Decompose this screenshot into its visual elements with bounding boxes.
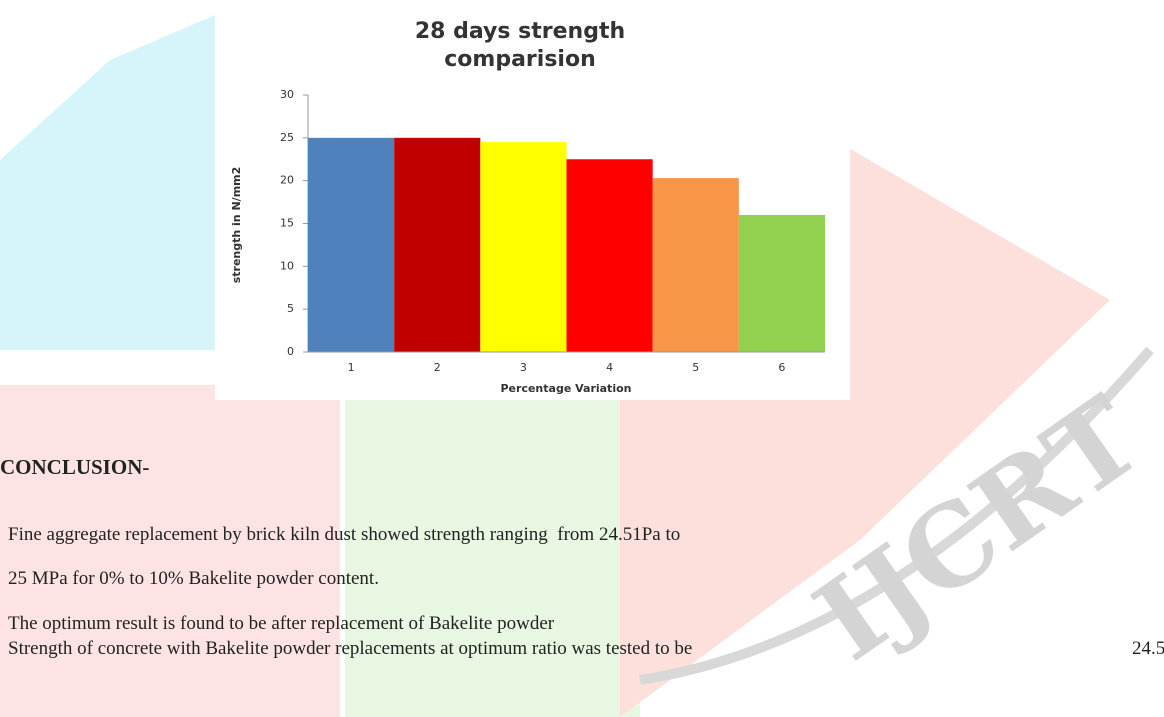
y-tick-label: 25 <box>280 131 294 144</box>
y-tick-label: 20 <box>280 174 294 187</box>
y-tick-label: 0 <box>287 345 294 358</box>
x-tick-label: 3 <box>520 361 527 374</box>
y-tick-label: 10 <box>280 259 294 272</box>
paragraph: Strength of concrete with Bakelite powde… <box>8 638 692 660</box>
y-tick-label: 15 <box>280 217 294 230</box>
page: IJCRT strength in N/mm2 Percentage Varia… <box>0 0 1164 717</box>
chart: strength in N/mm2 Percentage Variation 0… <box>0 0 1164 717</box>
y-tick-label: 5 <box>287 302 294 315</box>
bar <box>308 138 394 352</box>
bar <box>567 159 653 352</box>
y-tick-label: 30 <box>280 88 294 101</box>
x-tick-label: 6 <box>778 361 785 374</box>
heading: CONCLUSION- <box>0 455 149 480</box>
bar <box>653 178 739 352</box>
bar <box>739 215 825 352</box>
bar <box>394 138 480 352</box>
paragraph: Fine aggregate replacement by brick kiln… <box>8 524 680 546</box>
x-tick-label: 5 <box>692 361 699 374</box>
bar <box>480 142 566 352</box>
x-axis-label: Percentage Variation <box>501 382 632 395</box>
paragraph: 25 MPa for 0% to 10% Bakelite powder con… <box>8 568 379 590</box>
paragraph: The optimum result is found to be after … <box>8 613 554 635</box>
chart-title: 28 days strength comparision <box>360 18 680 74</box>
x-tick-label: 2 <box>434 361 441 374</box>
y-axis-label: strength in N/mm2 <box>230 167 243 284</box>
x-tick-label: 1 <box>348 361 355 374</box>
x-tick-label: 4 <box>606 361 613 374</box>
paragraph-fragment: 24.51 <box>1132 638 1164 660</box>
